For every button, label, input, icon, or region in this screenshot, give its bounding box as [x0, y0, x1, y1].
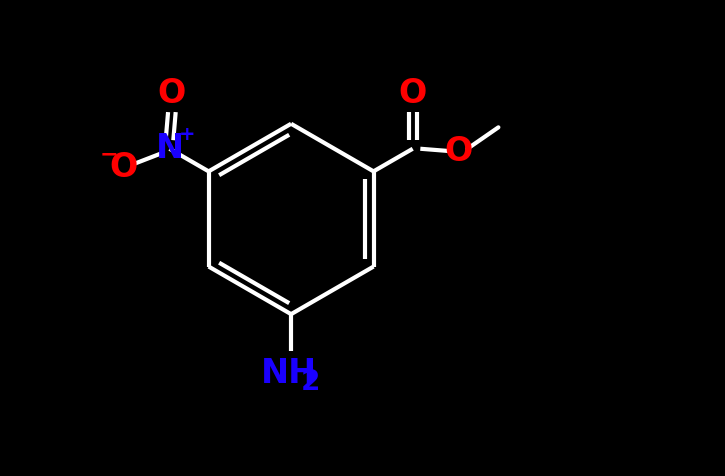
Text: N: N [155, 132, 183, 165]
Text: O: O [399, 77, 427, 109]
Text: −: − [100, 144, 118, 165]
Text: NH: NH [261, 357, 317, 390]
Text: +: + [179, 125, 196, 144]
Text: O: O [109, 151, 138, 184]
Text: 2: 2 [300, 368, 320, 396]
Text: O: O [444, 135, 473, 168]
Text: O: O [158, 77, 186, 109]
